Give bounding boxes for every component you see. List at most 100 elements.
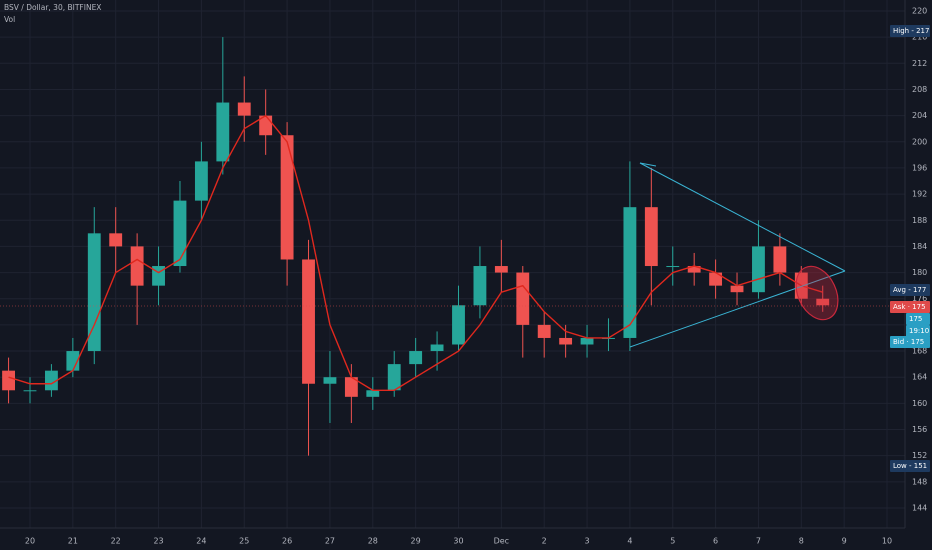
y-tick-label: 180: [912, 268, 927, 277]
price-label: Bid · 175: [893, 338, 924, 346]
x-tick-label: 24: [196, 537, 206, 546]
candle-body: [666, 266, 680, 268]
y-tick-label: 168: [912, 347, 927, 356]
y-tick-label: 184: [912, 242, 927, 251]
y-tick-label: 220: [912, 6, 927, 15]
candle-body: [494, 266, 508, 273]
candle-body: [580, 337, 594, 345]
candle-body: [344, 377, 358, 397]
x-tick-label: 29: [411, 537, 421, 546]
candle-body: [66, 351, 80, 371]
price-label-box: [890, 336, 930, 348]
y-tick-label: 192: [912, 190, 927, 199]
x-tick-label: 6: [713, 537, 718, 546]
price-label: Avg - 177: [893, 286, 926, 294]
candle-body: [559, 337, 573, 345]
x-tick-label: 26: [282, 537, 292, 546]
x-tick-label: 25: [239, 537, 249, 546]
candle-body: [709, 272, 723, 286]
plot: [2, 37, 830, 456]
candle-body: [752, 246, 765, 293]
y-tick-label: 200: [912, 137, 927, 146]
y-tick-label: 144: [912, 503, 927, 512]
price-label-box: [890, 460, 930, 472]
candle-body: [44, 370, 58, 391]
candle-body: [537, 324, 551, 338]
x-tick-label: 28: [368, 537, 378, 546]
x-tick-label: Dec: [494, 537, 509, 546]
candle-body: [323, 377, 337, 384]
candle-body: [623, 207, 637, 338]
candle-body: [452, 305, 465, 345]
x-tick-label: 10: [882, 537, 892, 546]
y-tick-label: 160: [912, 399, 927, 408]
y-tick-label: 208: [912, 85, 927, 94]
candle-body: [216, 102, 230, 162]
candle-body: [109, 233, 123, 247]
price-label-box: [906, 325, 930, 337]
candle-body: [816, 298, 830, 306]
candle-body: [173, 200, 187, 267]
x-tick-label: 30: [453, 537, 463, 546]
x-tick-label: 4: [627, 537, 632, 546]
candle-body: [152, 266, 165, 286]
y-tick-label: 204: [912, 111, 927, 120]
candle-body: [130, 246, 144, 286]
candle-body: [23, 390, 37, 392]
trend-line: [629, 270, 846, 348]
y-tick-label: 216: [912, 33, 927, 42]
price-label-box: [906, 313, 930, 325]
candle-body: [730, 285, 744, 293]
candle-body: [516, 272, 530, 325]
y-tick-label: 148: [912, 477, 927, 486]
x-tick-label: 20: [25, 537, 35, 546]
x-tick-label: 3: [585, 537, 590, 546]
y-tick-label: 196: [912, 163, 927, 172]
y-tick-label: 188: [912, 216, 927, 225]
x-tick-label: 21: [68, 537, 78, 546]
x-tick-label: 22: [111, 537, 121, 546]
candle-body: [409, 351, 423, 365]
candle-body: [430, 344, 444, 352]
x-tick-label: 9: [842, 537, 847, 546]
price-label: Low - 151: [893, 462, 927, 470]
chart-title: BSV / Dollar, 30, BITFINEX: [4, 3, 101, 12]
candle-body: [644, 207, 658, 267]
candle-body: [473, 266, 487, 306]
price-label: Ask · 175: [893, 303, 926, 311]
y-tick-label: 212: [912, 59, 927, 68]
price-label-box: [890, 284, 930, 296]
x-tick-label: 23: [153, 537, 163, 546]
y-tick-label: 156: [912, 425, 927, 434]
candle-body: [773, 246, 787, 273]
price-label: 175: [909, 315, 922, 323]
y-tick-label: 152: [912, 451, 927, 460]
price-label: High - 217: [893, 27, 929, 35]
y-tick-label: 164: [912, 373, 927, 382]
moving-average: [8, 114, 823, 391]
trend-line: [639, 162, 846, 272]
candle-body: [194, 161, 208, 201]
highlight-ellipse: [795, 265, 839, 321]
candle-body: [237, 102, 251, 116]
x-tick-label: 2: [542, 537, 547, 546]
candle-body: [302, 259, 315, 384]
candle-body: [366, 390, 380, 397]
x-tick-label: 5: [670, 537, 675, 546]
candle-body: [387, 364, 401, 391]
price-label-box: [890, 25, 930, 37]
triangle-drawing: [629, 162, 846, 348]
price-labels: 1441481521561601641681721761801841881921…: [25, 6, 930, 546]
candle-body: [280, 135, 294, 260]
volume-label: Vol: [4, 15, 15, 24]
price-label: 19:10: [909, 327, 929, 335]
x-tick-label: 7: [756, 537, 761, 546]
y-tick-label: 176: [912, 294, 927, 303]
x-tick-label: 8: [799, 537, 804, 546]
x-tick-label: 27: [325, 537, 335, 546]
candle-body: [687, 266, 701, 273]
candle-body: [87, 233, 101, 352]
price-label-box: [890, 301, 930, 313]
candle-body: [2, 370, 15, 391]
